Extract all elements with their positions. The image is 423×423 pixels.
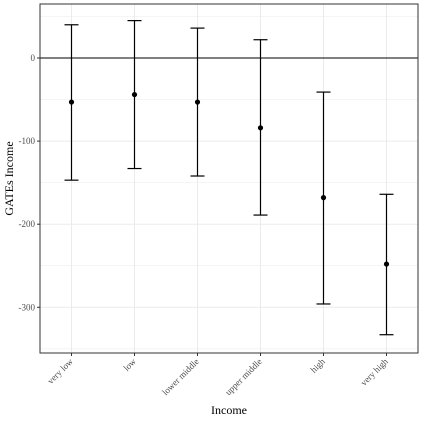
y-axis-title: GATEs Income <box>2 141 16 215</box>
data-point <box>131 91 138 98</box>
data-point <box>383 261 390 267</box>
data-point <box>68 99 75 105</box>
y-axis-ticks: 0 -100 -200 -300 <box>19 53 40 312</box>
data-point <box>194 99 201 105</box>
panel-border <box>39 3 419 354</box>
y-tick-label: -300 <box>19 302 36 312</box>
y-tick-label: 0 <box>31 53 36 63</box>
y-tick-label: -200 <box>19 219 36 229</box>
points <box>68 91 390 267</box>
y-tick-label: -100 <box>19 136 36 146</box>
x-axis-title: Income <box>211 403 247 417</box>
data-point <box>320 195 327 201</box>
data-point <box>257 125 264 131</box>
